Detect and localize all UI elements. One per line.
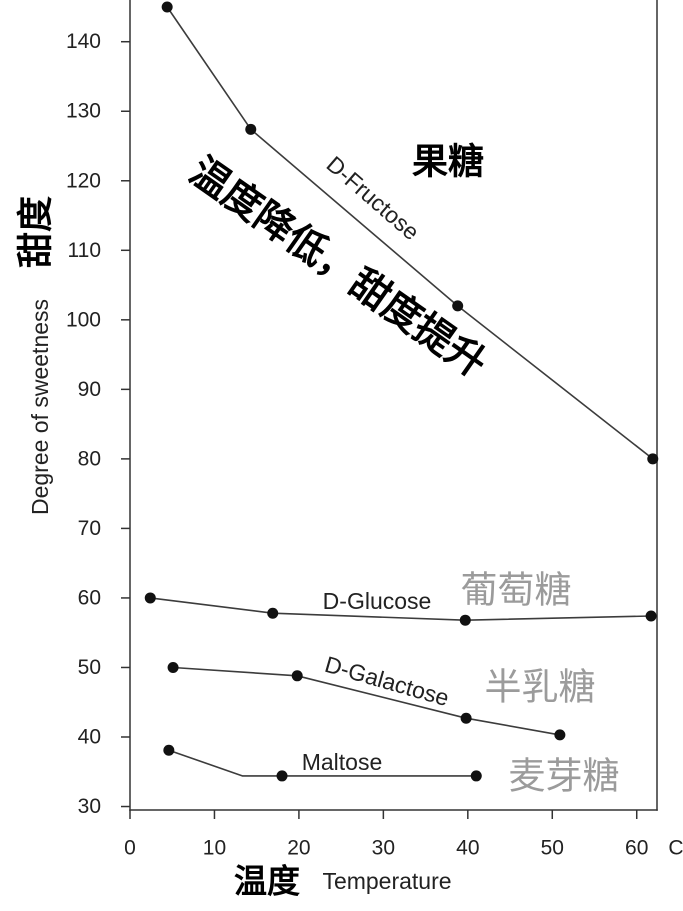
- y-axis-label-cn: 甜度: [16, 196, 57, 268]
- series-label-maltose: Maltose: [302, 749, 383, 775]
- x-tick-label-60: 60: [625, 837, 648, 860]
- series-lines: [150, 6, 654, 777]
- series-label-galactose: D-Galactose: [322, 651, 452, 711]
- data-point-d-galactose-1: [291, 670, 303, 682]
- series-line-d-glucose: [150, 597, 652, 622]
- axis-ticks: 30 40 50 60 70 80 90 100 110 120 130 140 0 10 20 30 40 50…: [66, 30, 648, 859]
- data-point-maltose-2: [276, 770, 288, 782]
- y-tick-label-140: 140: [66, 30, 101, 53]
- series-line-maltose: [168, 749, 477, 777]
- series-label-fructose-cn: 果糖: [412, 142, 484, 183]
- data-point-d-fructose-3: [647, 453, 659, 465]
- data-point-maltose-0: [163, 744, 175, 756]
- data-point-d-glucose-0: [144, 592, 156, 604]
- series-label-glucose-cn: 葡萄糖: [461, 569, 572, 612]
- y-tick-label-40: 40: [78, 725, 101, 748]
- data-point-d-galactose-0: [167, 661, 179, 673]
- series-line-d-fructose: [166, 6, 654, 460]
- y-tick-label-70: 70: [78, 517, 101, 540]
- y-tick-label-60: 60: [78, 586, 101, 609]
- y-axis-label: Degree of sweetness: [27, 299, 53, 515]
- y-tick-label-120: 120: [66, 169, 101, 192]
- series-label-maltose-cn: 麦芽糖: [509, 755, 620, 798]
- data-point-d-galactose-2: [460, 712, 472, 724]
- y-tick-label-50: 50: [78, 656, 101, 679]
- data-point-d-galactose-3: [554, 729, 566, 741]
- x-axis-label-cn: 温度: [234, 862, 300, 901]
- x-axis-unit: C: [668, 837, 683, 860]
- y-tick-label-110: 110: [68, 239, 101, 262]
- x-tick-label-0: 0: [124, 837, 136, 860]
- x-tick-label-30: 30: [372, 837, 395, 860]
- y-tick-label-90: 90: [78, 378, 101, 401]
- series-label-glucose: D-Glucose: [323, 588, 432, 614]
- y-tick-label-80: 80: [78, 447, 101, 470]
- x-tick-label-40: 40: [456, 837, 479, 860]
- series-label-galactose-cn: 半乳糖: [485, 666, 596, 709]
- data-point-d-fructose-2: [452, 300, 464, 312]
- data-point-d-glucose-1: [267, 607, 279, 619]
- data-point-d-glucose-3: [645, 610, 657, 622]
- series-line-d-galactose: [173, 666, 561, 736]
- plot-frame: [129, 0, 658, 811]
- chart-labels: Degree of sweetness 甜度 温度 Temperature C …: [16, 142, 683, 901]
- y-tick-label-30: 30: [78, 795, 101, 818]
- x-tick-label-20: 20: [287, 837, 310, 860]
- y-tick-label-100: 100: [66, 308, 101, 331]
- data-points: [144, 1, 659, 782]
- x-tick-label-10: 10: [203, 837, 226, 860]
- x-axis-label: Temperature: [322, 868, 451, 894]
- x-tick-label-50: 50: [541, 837, 564, 860]
- data-point-d-fructose-1: [245, 123, 257, 135]
- y-tick-label-130: 130: [66, 100, 101, 123]
- series-label-fructose: D-Fructose: [322, 151, 425, 245]
- data-point-d-fructose-0: [161, 1, 173, 13]
- data-point-d-glucose-2: [459, 614, 471, 626]
- data-point-maltose-3: [470, 770, 482, 782]
